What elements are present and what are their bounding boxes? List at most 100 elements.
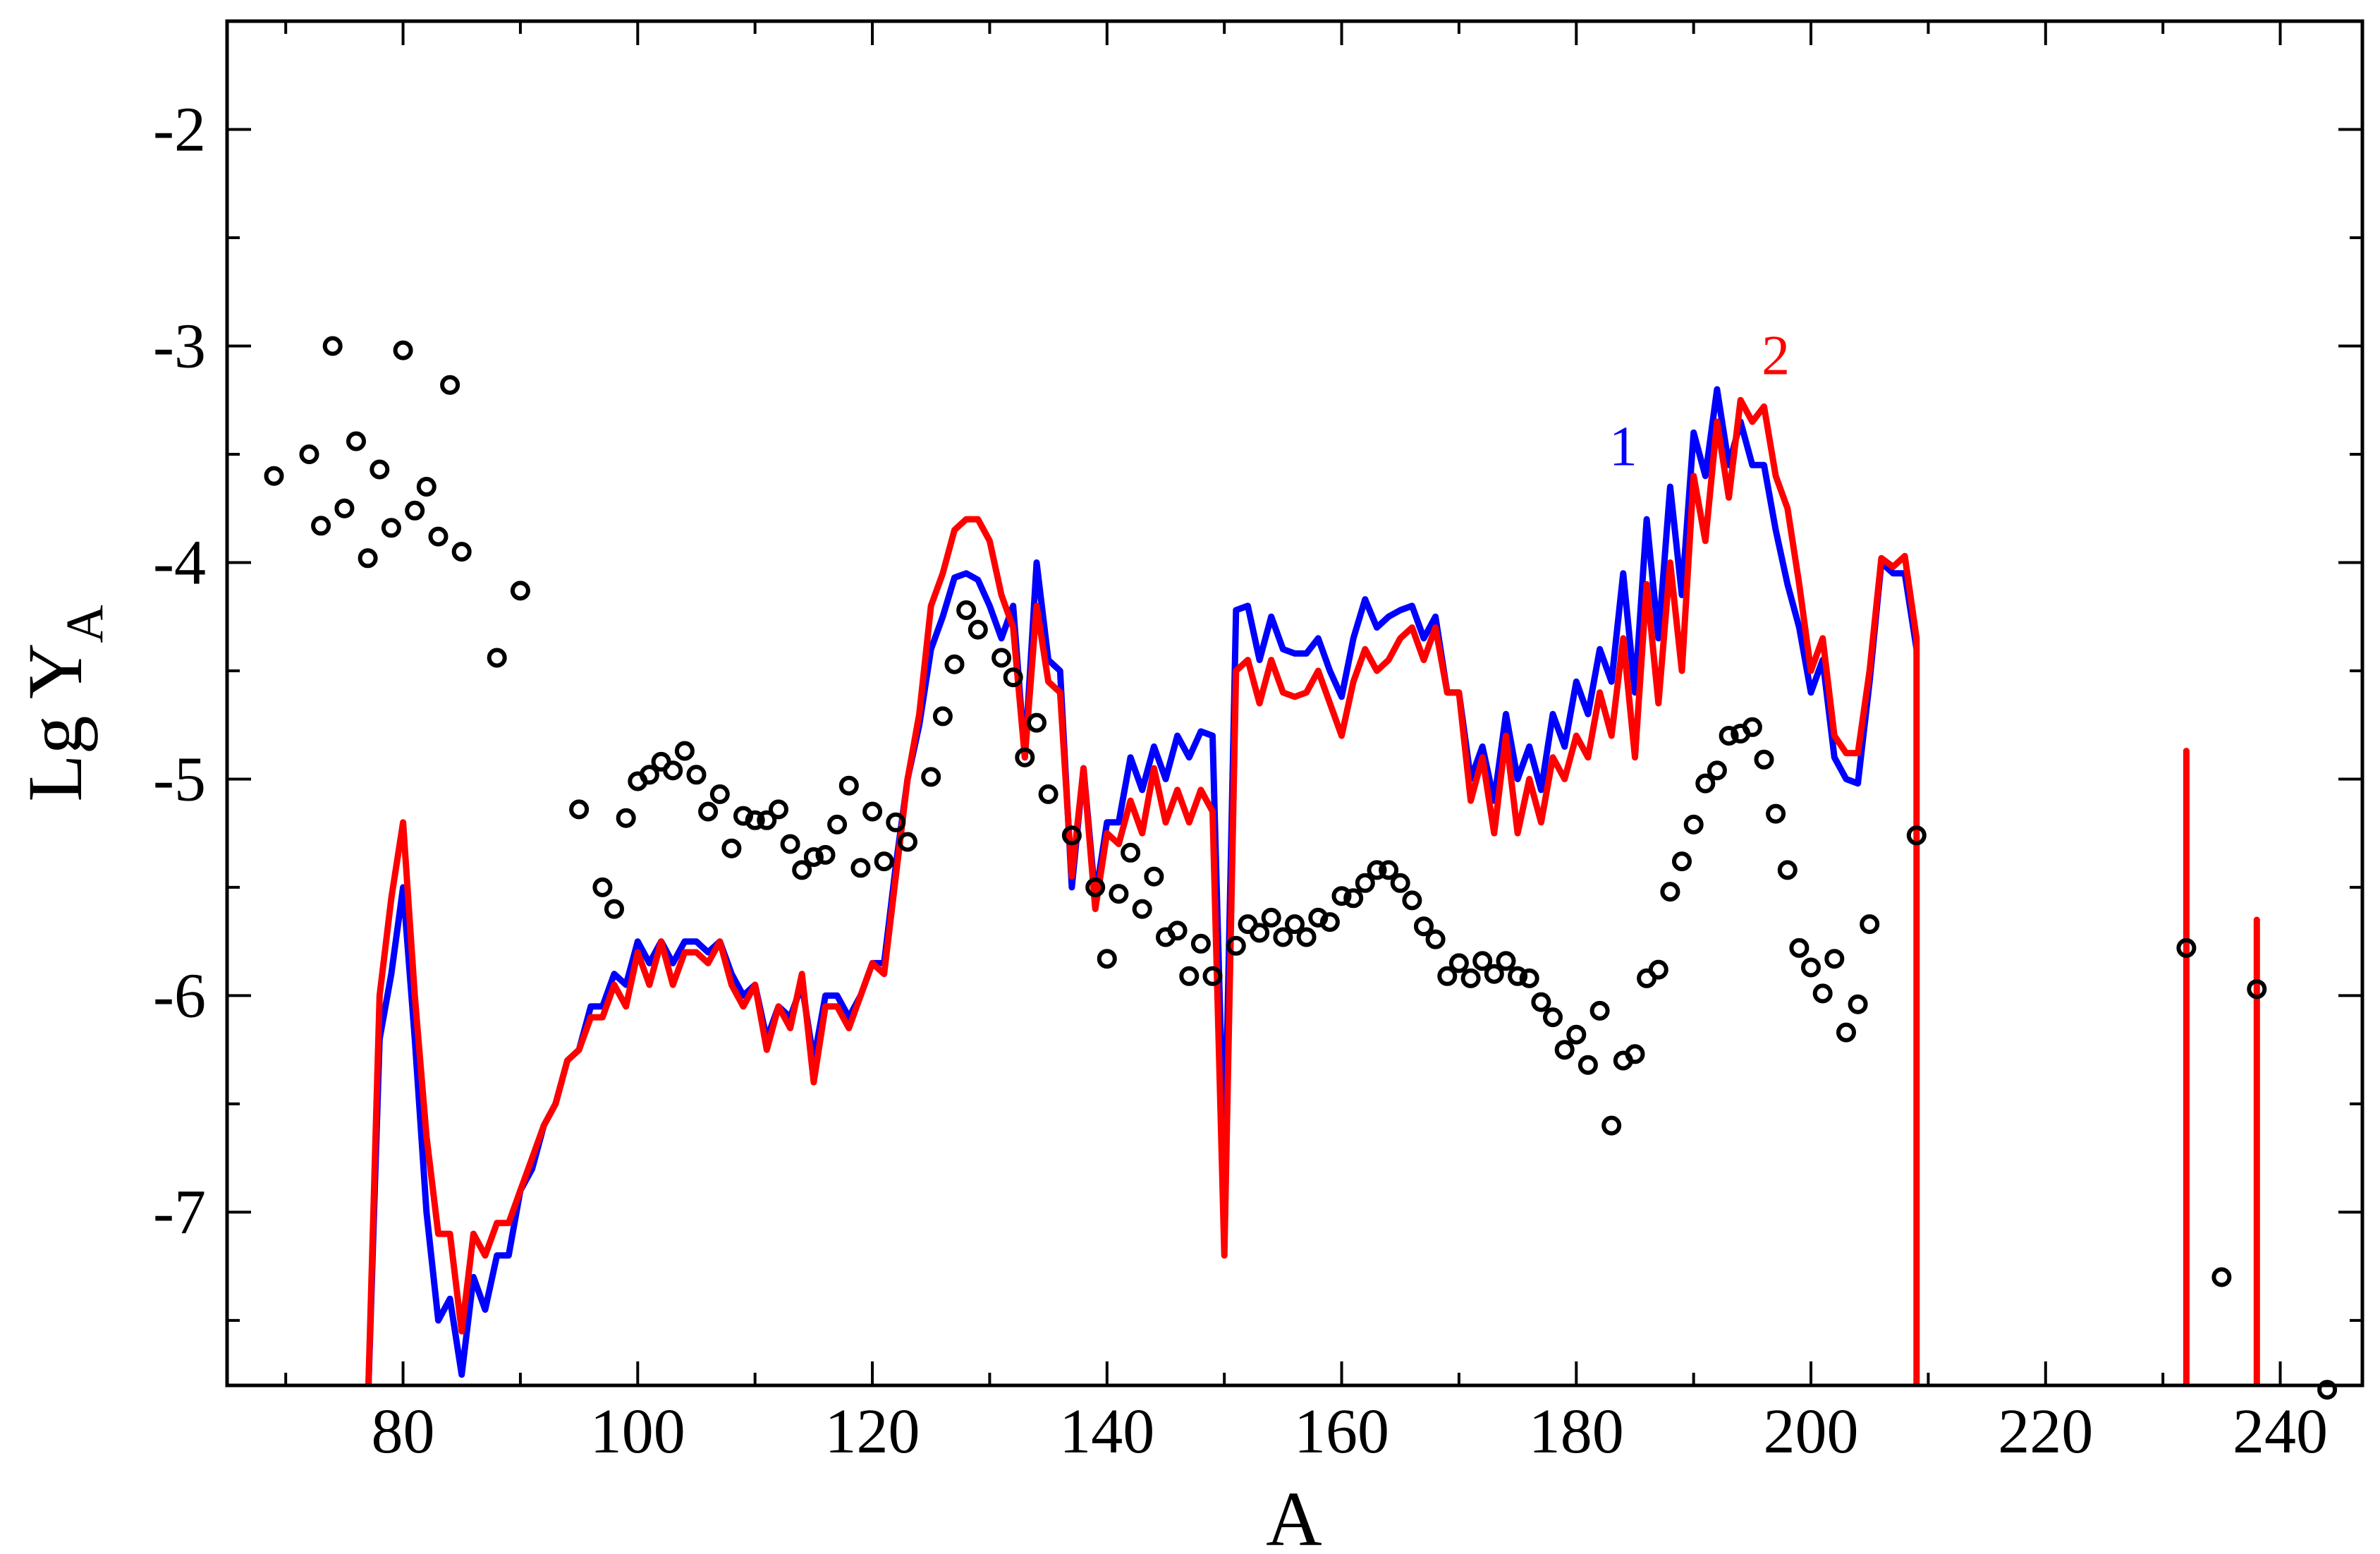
data-point — [968, 619, 988, 640]
data-point — [1554, 1040, 1575, 1060]
x-axis-title: A — [1266, 1476, 1322, 1554]
data-point — [358, 548, 378, 569]
data-point — [709, 784, 730, 804]
data-point — [1660, 882, 1680, 902]
data-point — [311, 516, 331, 536]
data-point — [1601, 1115, 1622, 1136]
data-point — [1379, 860, 1399, 880]
data-point — [2317, 1380, 2338, 1400]
data-point — [721, 838, 742, 858]
data-point — [1531, 992, 1551, 1012]
data-point — [1589, 1000, 1610, 1021]
data-point — [1261, 907, 1281, 928]
data-point — [769, 799, 788, 820]
data-point — [1109, 884, 1129, 904]
data-point — [1250, 923, 1270, 943]
data-point — [1121, 842, 1141, 863]
data-point — [944, 654, 965, 674]
data-point — [322, 336, 343, 356]
data-point — [1496, 951, 1516, 971]
data-point — [1355, 873, 1375, 893]
data-point — [1766, 803, 1786, 824]
data-point — [991, 648, 1012, 668]
data-point — [592, 877, 613, 897]
data-point — [1707, 760, 1727, 781]
plot-lines — [365, 386, 2260, 1385]
x-tick-label: 240 — [2233, 1397, 2328, 1467]
data-point — [745, 810, 765, 830]
y-tick-label: -3 — [153, 311, 206, 381]
y-axis-title: Lg YA — [12, 605, 114, 801]
data-point — [1027, 712, 1046, 733]
data-point — [1683, 814, 1704, 834]
data-point — [757, 810, 777, 830]
data-point — [815, 844, 836, 865]
data-point — [370, 459, 390, 480]
data-point — [1343, 888, 1364, 909]
data-point — [393, 340, 413, 360]
data-point — [1061, 825, 1082, 846]
data-point — [1566, 1024, 1587, 1045]
data-point — [1097, 949, 1117, 969]
x-tick-label: 160 — [1294, 1397, 1389, 1467]
y-tick-label: -5 — [153, 744, 206, 814]
data-point — [510, 581, 530, 601]
data-point — [850, 858, 871, 878]
data-point — [569, 799, 590, 820]
data-point — [1285, 914, 1305, 935]
data-point — [921, 767, 941, 787]
data-point — [874, 851, 894, 872]
y-axis: -7 -6 -5 -4 -3 -2 — [153, 20, 2362, 1322]
data-point — [299, 444, 319, 464]
data-point — [698, 801, 719, 822]
x-axis: 80 100 120 140 160 180 200 220 240 — [284, 21, 2328, 1467]
data-point — [1167, 921, 1188, 941]
data-point — [1906, 825, 1927, 846]
data-point — [1390, 873, 1410, 893]
data-point — [886, 812, 906, 832]
data-point — [1448, 953, 1469, 973]
data-point — [1425, 929, 1446, 949]
data-point — [1273, 927, 1293, 947]
y-tick-label: -4 — [153, 528, 206, 597]
data-point — [1695, 773, 1716, 794]
data-point — [2247, 979, 2267, 1000]
data-point — [674, 741, 695, 761]
data-point — [1754, 749, 1774, 770]
data-point — [405, 500, 425, 521]
data-point — [1836, 1022, 1856, 1043]
data-point — [838, 775, 859, 796]
data-point — [1367, 860, 1387, 880]
y-tick-label: -7 — [153, 1177, 206, 1247]
y-tick-label: -6 — [153, 961, 206, 1031]
data-point — [2176, 937, 2197, 958]
data-point — [898, 832, 917, 852]
x-tick-label: 180 — [1529, 1397, 1624, 1467]
data-point — [1742, 717, 1762, 737]
data-point — [264, 466, 284, 486]
data-point — [1508, 966, 1528, 986]
data-point — [1296, 927, 1317, 947]
data-point — [1414, 916, 1434, 937]
data-point — [1848, 994, 1868, 1014]
series-label-1: 1 — [1609, 415, 1637, 478]
data-point — [862, 801, 883, 822]
plot-points — [264, 336, 2338, 1400]
data-point — [686, 765, 707, 785]
data-point — [1331, 886, 1352, 906]
data-point — [1625, 1044, 1645, 1064]
data-point — [1719, 726, 1739, 746]
data-point — [956, 600, 977, 620]
data-point — [1085, 877, 1106, 897]
series-line-1 — [365, 386, 1920, 1385]
data-point — [1437, 966, 1458, 986]
data-point — [1179, 966, 1200, 986]
data-point — [1226, 935, 1246, 956]
data-point — [663, 760, 683, 781]
data-point — [1015, 747, 1035, 767]
x-tick-label: 80 — [372, 1397, 435, 1467]
data-point — [780, 834, 800, 854]
data-point — [1484, 964, 1504, 984]
series-line-2 — [365, 396, 1920, 1385]
